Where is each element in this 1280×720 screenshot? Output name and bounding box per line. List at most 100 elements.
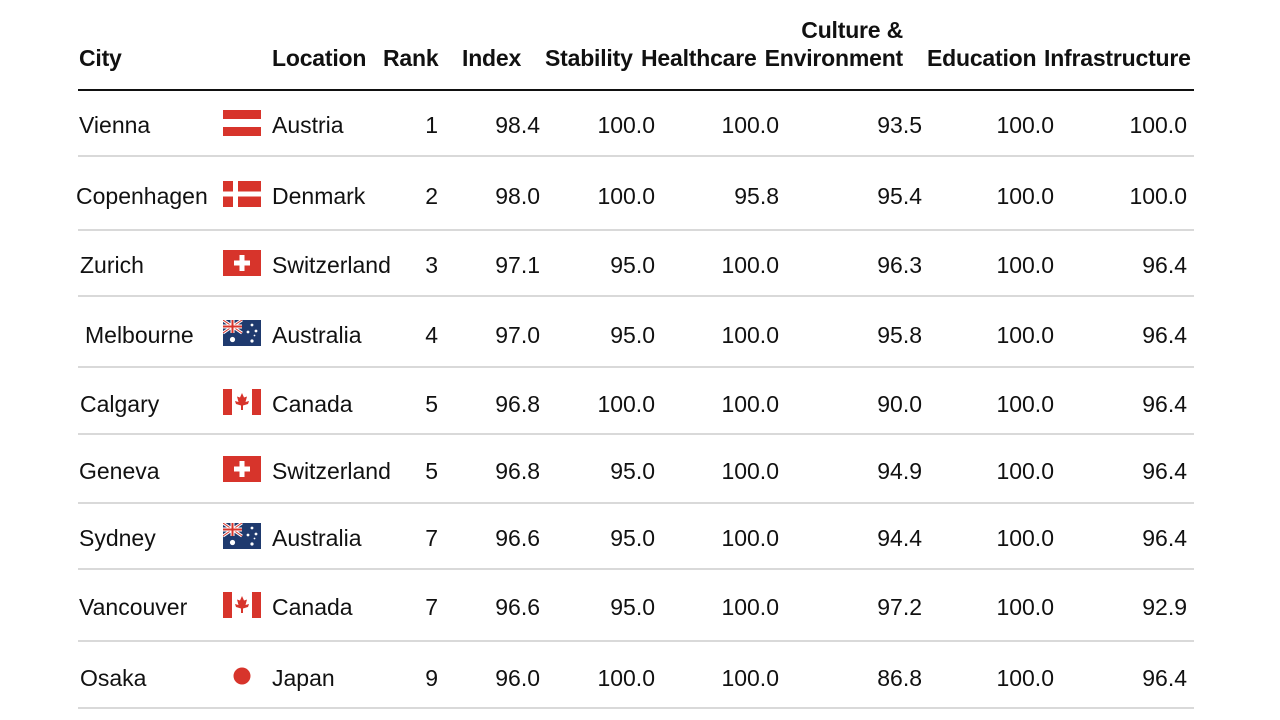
column-header-stability: Stability [545, 44, 633, 72]
column-header-line: Location [272, 45, 367, 71]
column-header-line: Rank [383, 45, 439, 71]
cell-education: 100.0 [996, 252, 1054, 278]
column-header-rank: Rank [383, 44, 439, 72]
cell-index: 97.0 [495, 322, 540, 348]
star-icon [253, 334, 256, 337]
denmark-flag-icon [223, 181, 261, 207]
cell-city: Vienna [79, 112, 151, 138]
cell-location: Austria [272, 112, 344, 138]
cell-culture_environment: 97.2 [877, 594, 922, 620]
star-icon [253, 537, 256, 540]
cell-city: Zurich [80, 252, 144, 278]
rising-sun-disc [233, 667, 251, 685]
cell-education: 100.0 [996, 594, 1054, 620]
cell-index: 98.4 [495, 112, 540, 138]
cell-index: 98.0 [495, 183, 540, 209]
cell-index: 96.8 [495, 458, 540, 484]
cell-culture_environment: 93.5 [877, 112, 922, 138]
cell-healthcare: 100.0 [721, 112, 779, 138]
cell-city: Melbourne [85, 322, 194, 348]
cell-stability: 95.0 [610, 525, 655, 551]
australia-flag-icon [223, 523, 261, 549]
star-icon [229, 539, 236, 546]
japan-flag-icon [233, 667, 251, 685]
cell-education: 100.0 [996, 391, 1054, 417]
star-icon [250, 542, 254, 546]
cell-index: 96.8 [495, 391, 540, 417]
star-icon [254, 532, 258, 536]
row-divider [78, 155, 1194, 157]
row-divider [78, 366, 1194, 368]
cell-index: 96.0 [495, 665, 540, 691]
cell-stability: 95.0 [610, 594, 655, 620]
cell-index: 96.6 [495, 525, 540, 551]
cell-location: Switzerland [272, 252, 391, 278]
cell-education: 100.0 [996, 322, 1054, 348]
maple-leaf-icon [235, 393, 249, 410]
column-header-city: City [79, 44, 122, 72]
cell-location: Australia [272, 322, 362, 348]
star-icon [250, 339, 254, 343]
cell-rank: 7 [425, 594, 438, 620]
cell-location: Australia [272, 525, 362, 551]
cell-education: 100.0 [996, 525, 1054, 551]
cell-location: Japan [272, 665, 335, 691]
cell-city: Calgary [80, 391, 160, 417]
cell-stability: 100.0 [597, 112, 655, 138]
star-icon [250, 526, 254, 530]
cell-rank: 3 [425, 252, 438, 278]
australia-flag-icon [223, 320, 261, 346]
cell-location: Canada [272, 594, 353, 620]
flag-band-right [252, 592, 261, 618]
row-divider [78, 502, 1194, 504]
cell-healthcare: 100.0 [721, 665, 779, 691]
cell-healthcare: 100.0 [721, 525, 779, 551]
cell-rank: 7 [425, 525, 438, 551]
cell-location: Denmark [272, 183, 366, 209]
cell-index: 96.6 [495, 594, 540, 620]
flag-band-left [223, 389, 232, 415]
canada-flag-icon [223, 592, 261, 618]
cell-culture_environment: 90.0 [877, 391, 922, 417]
cell-culture_environment: 95.4 [877, 183, 922, 209]
cell-education: 100.0 [996, 458, 1054, 484]
cell-culture_environment: 94.4 [877, 525, 922, 551]
cell-culture_environment: 96.3 [877, 252, 922, 278]
star-icon [254, 329, 258, 333]
row-divider [78, 707, 1194, 709]
cell-stability: 100.0 [597, 665, 655, 691]
column-header-line: Stability [545, 45, 633, 71]
switzerland-flag-icon [223, 456, 261, 482]
column-header-line: Culture & [801, 17, 903, 43]
cell-rank: 9 [425, 665, 438, 691]
flag-band-left [223, 592, 232, 618]
flag-stripe [223, 119, 261, 127]
star-icon [246, 533, 250, 537]
cell-rank: 2 [425, 183, 438, 209]
cell-infrastructure: 92.9 [1142, 594, 1187, 620]
cell-education: 100.0 [996, 665, 1054, 691]
row-divider [78, 433, 1194, 435]
cell-education: 100.0 [996, 112, 1054, 138]
header-rule [78, 89, 1194, 91]
cell-culture_environment: 86.8 [877, 665, 922, 691]
cell-infrastructure: 96.4 [1142, 252, 1187, 278]
cell-city: Osaka [80, 665, 147, 691]
column-header-index: Index [462, 44, 521, 72]
cell-healthcare: 100.0 [721, 322, 779, 348]
column-header-healthcare: Healthcare [641, 44, 757, 72]
column-header-line: Education [927, 45, 1037, 71]
cell-education: 100.0 [996, 183, 1054, 209]
cell-rank: 4 [425, 322, 438, 348]
canada-flag-icon [223, 389, 261, 415]
cell-infrastructure: 96.4 [1142, 391, 1187, 417]
cell-culture_environment: 94.9 [877, 458, 922, 484]
cell-healthcare: 95.8 [734, 183, 779, 209]
austria-flag-icon [223, 110, 261, 136]
column-header-location: Location [272, 44, 366, 72]
cell-stability: 95.0 [610, 252, 655, 278]
cell-infrastructure: 100.0 [1129, 112, 1187, 138]
cell-location: Canada [272, 391, 353, 417]
cell-location: Switzerland [272, 458, 391, 484]
